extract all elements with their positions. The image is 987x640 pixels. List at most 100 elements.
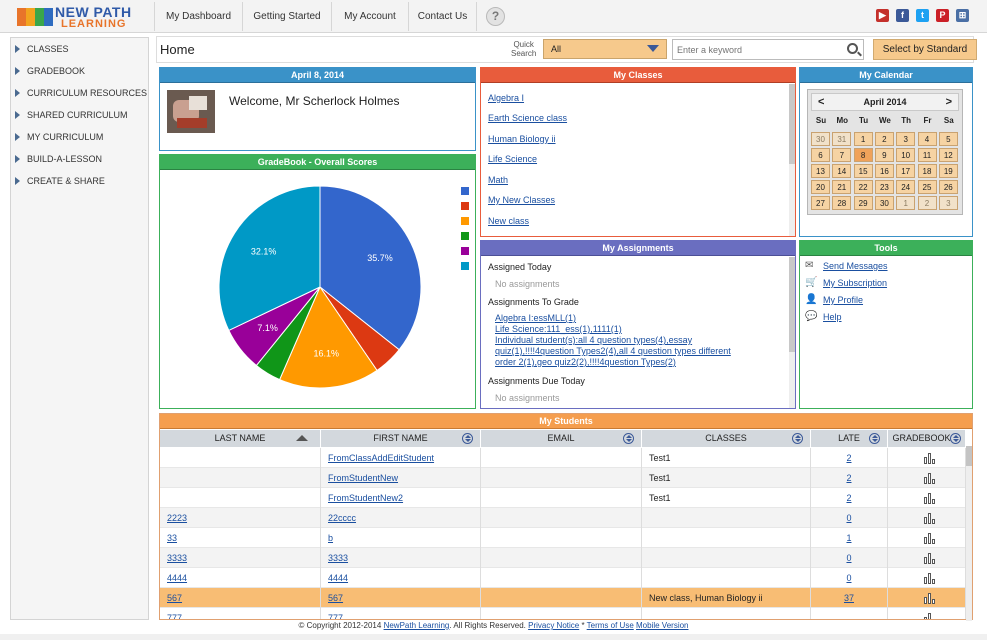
- cell-late[interactable]: 0: [846, 513, 852, 523]
- col-classes[interactable]: CLASSES: [642, 430, 811, 447]
- col-last-name[interactable]: LAST NAME: [160, 430, 321, 447]
- calendar-day[interactable]: 30: [874, 196, 894, 210]
- cell-first[interactable]: 777: [328, 613, 344, 620]
- class-link[interactable]: Human Biology ii: [488, 134, 556, 144]
- calendar-day[interactable]: 6: [811, 148, 830, 162]
- calendar-day[interactable]: 23: [874, 180, 894, 194]
- calendar-day[interactable]: 10: [896, 148, 916, 162]
- calendar-day[interactable]: 20: [811, 180, 830, 194]
- calendar-day[interactable]: 1: [896, 196, 916, 210]
- gradebook-chart-icon[interactable]: [924, 513, 937, 524]
- gradebook-chart-icon[interactable]: [924, 533, 937, 544]
- calendar-day[interactable]: 5: [938, 132, 958, 146]
- cell-late[interactable]: 37: [843, 593, 854, 603]
- calendar-day[interactable]: 30: [811, 132, 830, 146]
- cell-first[interactable]: FromStudentNew: [328, 473, 399, 483]
- cell-late[interactable]: 2: [846, 493, 852, 503]
- sort-icon[interactable]: [623, 433, 634, 444]
- cell-late[interactable]: 1: [846, 533, 852, 543]
- cell-last[interactable]: 777: [167, 613, 183, 620]
- gradebook-chart-icon[interactable]: [924, 553, 937, 564]
- class-link[interactable]: Life Science: [488, 154, 538, 164]
- class-link[interactable]: New class: [488, 216, 530, 226]
- prev-month-button[interactable]: <: [818, 96, 825, 108]
- calendar-day[interactable]: 27: [811, 196, 830, 210]
- cell-late[interactable]: 2: [846, 473, 852, 483]
- calendar-day[interactable]: 2: [874, 132, 894, 146]
- sidebar-item-build-a-lesson[interactable]: BUILD-A-LESSON: [15, 151, 102, 167]
- cell-last[interactable]: 2223: [167, 513, 188, 523]
- grade-link[interactable]: Life Science:111_ess(1),1111(1): [495, 324, 622, 334]
- calendar-day[interactable]: 11: [917, 148, 937, 162]
- terms-of-use-link[interactable]: Terms of Use: [586, 621, 634, 630]
- nav-contact-us[interactable]: Contact Us: [408, 2, 477, 31]
- help-link[interactable]: Help: [823, 312, 842, 322]
- gradebook-chart-icon[interactable]: [924, 493, 937, 504]
- pinterest-icon[interactable]: P: [936, 9, 949, 22]
- table-row[interactable]: FromStudentNew Test1 2: [160, 468, 966, 488]
- send-messages-link[interactable]: Send Messages: [823, 261, 888, 271]
- grade-link[interactable]: Individual student(s):all 4 question typ…: [495, 335, 693, 345]
- help-icon[interactable]: ?: [486, 7, 505, 26]
- calendar-day[interactable]: 2: [917, 196, 937, 210]
- search-icon[interactable]: [847, 43, 858, 54]
- cell-late[interactable]: 0: [846, 553, 852, 563]
- privacy-notice-link[interactable]: Privacy Notice: [528, 621, 580, 630]
- sort-icon[interactable]: [792, 433, 803, 444]
- table-row[interactable]: 567 567 New class, Human Biology ii 37: [160, 588, 966, 608]
- calendar-day[interactable]: 18: [917, 164, 937, 178]
- gradebook-chart-icon[interactable]: [924, 573, 937, 584]
- footer-brand-link[interactable]: NewPath Learning: [383, 621, 450, 630]
- gradebook-chart-icon[interactable]: [924, 593, 937, 604]
- cell-first[interactable]: 4444: [328, 573, 349, 583]
- gradebook-chart-icon[interactable]: [924, 613, 937, 619]
- calendar-day[interactable]: 17: [896, 164, 916, 178]
- students-scrollbar-thumb[interactable]: [966, 446, 972, 466]
- twitter-icon[interactable]: t: [916, 9, 929, 22]
- calendar-day[interactable]: 22: [853, 180, 873, 194]
- gradebook-chart-icon[interactable]: [924, 453, 937, 464]
- cell-first[interactable]: FromStudentNew2: [328, 493, 404, 503]
- sidebar-item-curriculum-resources[interactable]: CURRICULUM RESOURCES: [15, 85, 147, 101]
- table-row[interactable]: 777 777: [160, 608, 966, 620]
- quick-search-select[interactable]: All: [543, 39, 667, 59]
- calendar-day[interactable]: 3: [938, 196, 958, 210]
- pie-slice[interactable]: [319, 185, 422, 351]
- grade-link[interactable]: order 2(1),geo quiz2(2),!!!!4question Ty…: [495, 357, 676, 367]
- calendar-day[interactable]: 29: [853, 196, 873, 210]
- col-first-name[interactable]: FIRST NAME: [321, 430, 481, 447]
- cell-last[interactable]: 33: [167, 533, 178, 543]
- sort-asc-icon[interactable]: [296, 435, 308, 441]
- grade-link[interactable]: quiz(1),!!!!4question Types2(4),all 4 qu…: [495, 346, 731, 356]
- cell-first[interactable]: 567: [328, 593, 344, 603]
- cell-first[interactable]: b: [328, 533, 334, 543]
- table-row[interactable]: FromStudentNew2 Test1 2: [160, 488, 966, 508]
- keyword-search-input[interactable]: [672, 39, 864, 60]
- table-row[interactable]: 3333 3333 0: [160, 548, 966, 568]
- sort-icon[interactable]: [462, 433, 473, 444]
- sidebar-item-my-curriculum[interactable]: MY CURRICULUM: [15, 129, 103, 145]
- nav-getting-started[interactable]: Getting Started: [242, 2, 331, 31]
- col-email[interactable]: EMAIL: [481, 430, 642, 447]
- sidebar-item-create-share[interactable]: CREATE & SHARE: [15, 173, 105, 189]
- cart-icon[interactable]: ⊞: [956, 9, 969, 22]
- newpath-logo[interactable]: NEW PATH LEARNING: [15, 5, 149, 31]
- calendar-day[interactable]: 14: [832, 164, 852, 178]
- nav-my-account[interactable]: My Account: [331, 2, 408, 31]
- sort-icon[interactable]: [869, 433, 880, 444]
- cell-last[interactable]: 567: [167, 593, 183, 603]
- calendar-day[interactable]: 31: [832, 132, 852, 146]
- calendar-day[interactable]: 8: [853, 148, 873, 162]
- cell-last[interactable]: 4444: [167, 573, 188, 583]
- cell-first[interactable]: 3333: [328, 553, 349, 563]
- calendar-day[interactable]: 12: [938, 148, 958, 162]
- calendar-day[interactable]: 28: [832, 196, 852, 210]
- pie-slice[interactable]: [278, 285, 378, 389]
- calendar-day[interactable]: 19: [938, 164, 958, 178]
- grade-link[interactable]: Algebra I:essMLL(1): [495, 313, 577, 323]
- cell-first[interactable]: FromClassAddEditStudent: [328, 453, 435, 463]
- col-gradebook[interactable]: GRADEBOOK: [888, 430, 966, 447]
- table-row[interactable]: FromClassAddEditStudent Test1 2: [160, 448, 966, 468]
- nav-my-dashboard[interactable]: My Dashboard: [154, 2, 242, 31]
- calendar-day[interactable]: 21: [832, 180, 852, 194]
